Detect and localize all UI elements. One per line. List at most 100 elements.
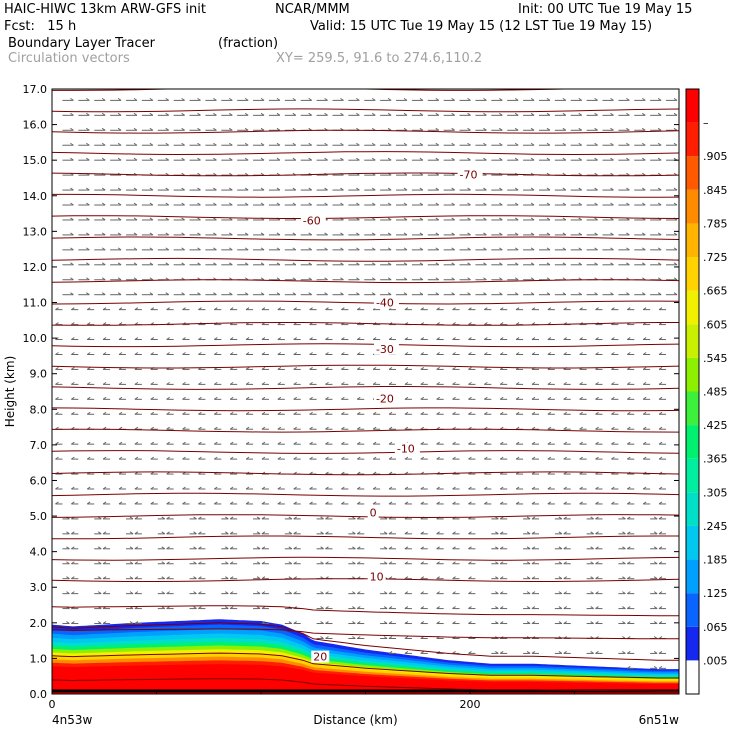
circulation-vector [515,381,524,385]
circulation-vector [86,411,95,415]
circulation-vector [658,307,667,311]
circulation-vector [157,247,170,251]
circulation-vector [666,262,678,266]
circulation-vector [626,531,635,535]
circulation-vector [404,531,412,535]
circulation-vector [284,591,293,595]
circulation-vector [388,456,397,460]
contour-label: -60 [303,215,321,228]
circulation-vector [475,232,487,236]
circulation-vector [189,292,201,296]
circulation-vector [611,411,619,415]
circulation-vector [300,232,312,236]
colorbar-swatch [686,425,699,459]
circulation-vector [404,636,412,639]
circulation-vector [348,591,356,595]
circulation-vector [554,232,567,236]
circulation-vector [134,576,142,580]
circulation-vector [547,396,555,400]
circulation-vector [523,262,535,266]
circulation-vector [452,411,460,415]
circulation-vector [570,232,583,236]
circulation-vector [309,396,317,400]
circulation-vector [325,471,333,475]
circulation-vector [499,456,508,460]
circulation-vector [404,546,412,550]
circulation-vector [436,621,444,625]
circulation-vector [214,486,222,490]
circulation-vector [484,456,492,460]
circulation-vector [205,172,217,176]
circulation-vector [507,112,519,116]
circulation-vector [221,531,229,535]
circulation-vector [452,501,460,505]
circulation-vector [268,247,281,251]
circulation-vector [579,426,587,430]
circulation-vector [563,486,571,490]
circulation-vector [515,337,524,341]
circulation-vector [468,337,476,341]
circulation-vector [427,232,440,236]
circulation-vector [300,277,312,281]
circulation-vector [611,456,619,460]
circulation-vector [341,381,349,385]
circulation-vector [78,292,90,296]
circulation-vector [388,621,397,625]
circulation-vector [499,591,508,595]
circulation-vector [404,337,412,341]
circulation-vector [125,127,138,131]
circulation-vector [579,337,587,341]
circulation-vector [658,456,667,460]
circulation-vector [388,576,397,580]
circulation-vector [515,501,524,505]
circulation-vector [309,456,317,460]
circulation-vector [316,636,324,639]
circulation-vector [325,426,333,430]
circulation-vector [125,142,138,146]
circulation-vector [189,142,201,146]
circulation-vector [348,187,360,191]
circulation-vector [253,606,261,610]
circulation-vector [125,202,138,206]
circulation-vector [523,277,535,281]
circulation-vector [554,561,563,565]
circulation-vector [102,456,111,460]
circulation-vector [316,112,328,116]
circulation-vector [523,112,535,116]
circulation-vector [221,127,233,131]
circulation-vector [579,381,587,385]
circulation-vector [658,486,667,490]
circulation-vector [356,621,365,625]
circulation-vector [650,606,658,610]
circulation-vector [388,381,397,385]
circulation-vector [563,546,571,550]
isotherm-contour [52,556,679,561]
circulation-vector [507,157,519,161]
circulation-vector [316,277,328,281]
circulation-vector [141,142,154,146]
colorbar-swatch [686,324,699,358]
circulation-vector [388,651,397,654]
circulation-vector [452,531,460,535]
circulation-vector [531,651,539,654]
circulation-vector [332,157,344,161]
circulation-vector [538,277,551,281]
circulation-vector [523,546,531,550]
circulation-vector [166,531,174,535]
circulation-vector [198,516,206,520]
circulation-vector [173,187,185,191]
circulation-vector [134,396,142,400]
circulation-vector [484,367,492,370]
circulation-vector [356,381,365,385]
circulation-vector [666,112,678,116]
circulation-vector [436,501,444,505]
circulation-vector [300,187,312,191]
circulation-vector [182,501,190,505]
circulation-vector [372,471,381,475]
circulation-vector [586,621,594,625]
circulation-vector [364,157,376,161]
circulation-vector [468,651,476,654]
circulation-vector [348,621,356,625]
circulation-vector [125,277,138,281]
circulation-vector [475,142,487,146]
